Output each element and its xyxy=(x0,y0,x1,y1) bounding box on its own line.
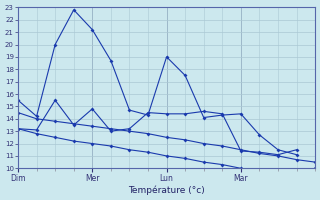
X-axis label: Température (°c): Température (°c) xyxy=(128,186,205,195)
